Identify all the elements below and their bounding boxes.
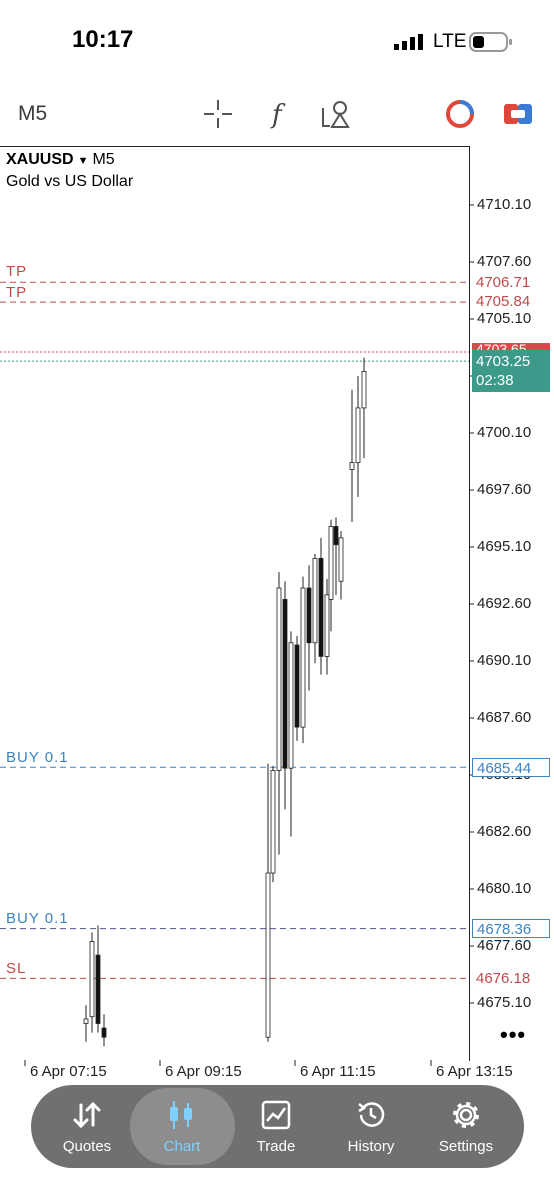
bull-candle: [89, 941, 95, 1018]
account-icon[interactable]: [444, 98, 476, 130]
status-time: 10:17: [72, 26, 134, 53]
dropdown-arrow-icon: ▼: [77, 155, 89, 167]
tp-price-tag: 4706.71: [476, 274, 531, 291]
symbol-description: Gold vs US Dollar: [6, 173, 134, 190]
trade-icon[interactable]: [502, 98, 534, 130]
bull-candle: [288, 642, 294, 769]
tp-line-label: TP: [6, 284, 28, 301]
signal-icon: [394, 34, 423, 50]
tab-label: Quotes: [62, 1138, 112, 1155]
tp-price-tag: 4705.84: [476, 293, 531, 310]
bull-candle: [328, 526, 334, 600]
tab-settings[interactable]: Settings: [419, 1085, 513, 1168]
buy-line-label: BUY 0.1: [6, 910, 69, 927]
price-tick: 4680.10: [477, 880, 532, 897]
bull-candle: [338, 537, 344, 582]
buy-price-tag: 4678.36: [472, 919, 550, 938]
tab-quotes[interactable]: Quotes: [40, 1085, 134, 1168]
bull-candle: [265, 872, 271, 1038]
bull-candle: [83, 1018, 89, 1024]
bear-candle: [333, 526, 339, 546]
trade-tab-icon: [261, 1100, 291, 1130]
bull-candle: [300, 587, 306, 728]
more-options-icon[interactable]: •••: [500, 1022, 527, 1047]
bear-candle: [294, 644, 300, 728]
tab-trade[interactable]: Trade: [229, 1085, 323, 1168]
price-tick: 4707.60: [477, 253, 532, 270]
status-bar: 10:17 LTE: [0, 0, 554, 80]
timeframe-button[interactable]: M5: [18, 102, 48, 125]
price-tick: 4700.10: [477, 424, 532, 441]
crosshair-icon[interactable]: [202, 98, 234, 130]
chart-icon: [170, 1101, 192, 1129]
bear-candle: [318, 558, 324, 657]
chart-toolbar: M5 f: [0, 92, 554, 136]
symbol-header[interactable]: XAUUSD ▼ M5: [6, 151, 115, 169]
bull-candle: [270, 770, 276, 874]
bear-candle: [282, 599, 288, 769]
buy-price-tag: 4685.44: [472, 758, 550, 777]
quotes-icon: [73, 1101, 101, 1129]
price-tick: 4687.60: [477, 709, 532, 726]
price-tick: 4697.60: [477, 481, 532, 498]
bull-candle: [355, 407, 361, 464]
bid-price: 4703.25: [476, 353, 531, 370]
bottom-tab-bar: Quotes Chart Trade History Setti: [31, 1085, 524, 1168]
bull-candle: [361, 371, 367, 409]
bar-countdown: 02:38: [476, 372, 514, 389]
time-tick: 6 Apr 09:15: [165, 1063, 242, 1080]
sl-price-tag: 4676.18: [476, 970, 531, 987]
tab-chart[interactable]: Chart: [135, 1085, 229, 1168]
time-tick: 6 Apr 13:15: [436, 1063, 513, 1080]
network-label: LTE: [433, 31, 467, 52]
bull-candle: [312, 558, 318, 644]
price-tick: 4692.60: [477, 595, 532, 612]
tab-label: Chart: [163, 1138, 201, 1155]
battery-icon: [469, 32, 512, 52]
price-tick: 4705.10: [477, 310, 532, 327]
objects-icon[interactable]: [320, 98, 352, 130]
symbol-timeframe: M5: [92, 151, 115, 168]
price-tick: 4690.10: [477, 652, 532, 669]
bid-price-tag: 4703.25 02:38: [472, 350, 550, 392]
tab-history[interactable]: History: [324, 1085, 418, 1168]
active-tab-highlight: [130, 1088, 235, 1165]
sl-line-label: SL: [6, 960, 27, 977]
price-tick: 4675.10: [477, 994, 532, 1011]
bull-candle: [324, 594, 330, 657]
tab-label: Trade: [256, 1138, 296, 1155]
symbol-name: XAUUSD: [6, 151, 74, 168]
bear-candle: [101, 1027, 107, 1038]
indicators-icon[interactable]: f: [262, 98, 294, 130]
bull-candle: [276, 587, 282, 771]
bear-candle: [306, 587, 312, 644]
price-tick: 4682.60: [477, 823, 532, 840]
tab-label: Settings: [438, 1138, 494, 1155]
tp-line-label: TP: [6, 263, 28, 280]
buy-line-label: BUY 0.1: [6, 749, 69, 766]
time-tick: 6 Apr 07:15: [30, 1063, 107, 1080]
settings-icon: [453, 1102, 479, 1128]
price-tick: 4710.10: [477, 196, 532, 213]
history-icon: [358, 1102, 385, 1127]
price-tick: 4677.60: [477, 937, 532, 954]
bull-candle: [349, 462, 355, 470]
tab-label: History: [347, 1138, 395, 1155]
time-tick: 6 Apr 11:15: [300, 1063, 376, 1080]
price-tick: 4695.10: [477, 538, 532, 555]
bear-candle: [95, 954, 101, 1024]
